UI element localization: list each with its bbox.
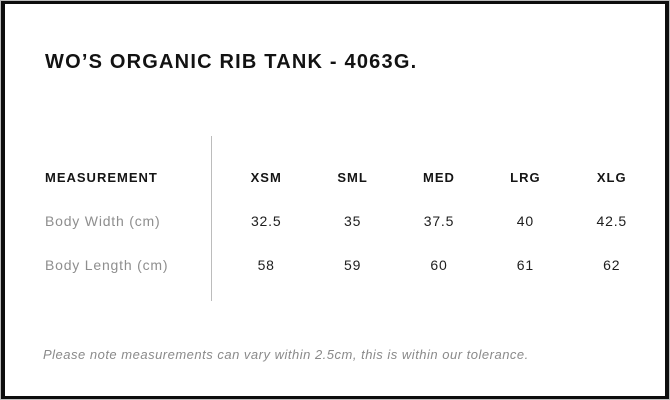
table-row-body-width: Body Width (cm) 32.5 35 37.5 40 42.5 [45,199,655,243]
tolerance-note: Please note measurements can vary within… [43,347,529,362]
measurement-header: MEASUREMENT [45,169,158,185]
body-length-xsm: 58 [257,257,275,273]
body-width-lrg: 40 [516,213,534,229]
body-width-sml: 35 [343,213,362,229]
body-length-xlg: 62 [603,257,621,273]
column-divider [211,136,212,301]
body-width-xlg: 42.5 [596,213,627,229]
body-length-sml: 59 [343,257,362,273]
size-header-lrg: LRG [510,169,541,185]
table-header-row: MEASUREMENT XSM SML MED LRG XLG [45,155,655,199]
size-header-xsm: XSM [250,169,282,185]
body-length-lrg: 61 [516,257,534,273]
product-title: WO’S ORGANIC RIB TANK - 4063G. [45,51,418,73]
body-width-med: 37.5 [423,213,455,229]
size-table: MEASUREMENT XSM SML MED LRG XLG Body Wid… [45,136,655,301]
table-row-body-length: Body Length (cm) 58 59 60 61 62 [45,243,655,287]
body-length-med: 60 [430,257,448,273]
row-label-body-length: Body Length (cm) [45,257,169,273]
body-width-xsm: 32.5 [250,213,282,229]
size-header-sml: SML [337,169,368,185]
size-header-xlg: XLG [596,169,627,185]
row-label-body-width: Body Width (cm) [45,213,161,229]
size-header-med: MED [423,169,455,185]
